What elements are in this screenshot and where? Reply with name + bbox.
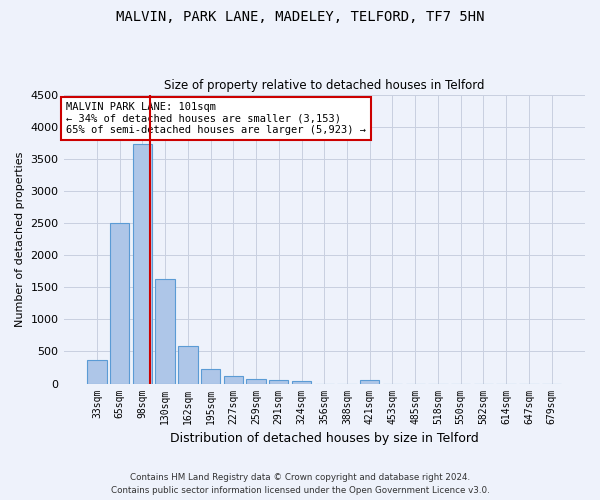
Bar xyxy=(178,346,197,384)
Bar xyxy=(110,223,130,384)
Bar xyxy=(292,381,311,384)
Bar xyxy=(155,279,175,384)
Bar xyxy=(247,379,266,384)
Text: MALVIN PARK LANE: 101sqm
← 34% of detached houses are smaller (3,153)
65% of sem: MALVIN PARK LANE: 101sqm ← 34% of detach… xyxy=(66,102,366,135)
Bar xyxy=(360,380,379,384)
Bar xyxy=(87,360,107,384)
Bar xyxy=(269,380,289,384)
Bar xyxy=(133,144,152,384)
Y-axis label: Number of detached properties: Number of detached properties xyxy=(15,152,25,326)
Title: Size of property relative to detached houses in Telford: Size of property relative to detached ho… xyxy=(164,79,485,92)
X-axis label: Distribution of detached houses by size in Telford: Distribution of detached houses by size … xyxy=(170,432,479,445)
Bar xyxy=(201,369,220,384)
Text: MALVIN, PARK LANE, MADELEY, TELFORD, TF7 5HN: MALVIN, PARK LANE, MADELEY, TELFORD, TF7… xyxy=(116,10,484,24)
Bar xyxy=(224,376,243,384)
Text: Contains HM Land Registry data © Crown copyright and database right 2024.
Contai: Contains HM Land Registry data © Crown c… xyxy=(110,474,490,495)
